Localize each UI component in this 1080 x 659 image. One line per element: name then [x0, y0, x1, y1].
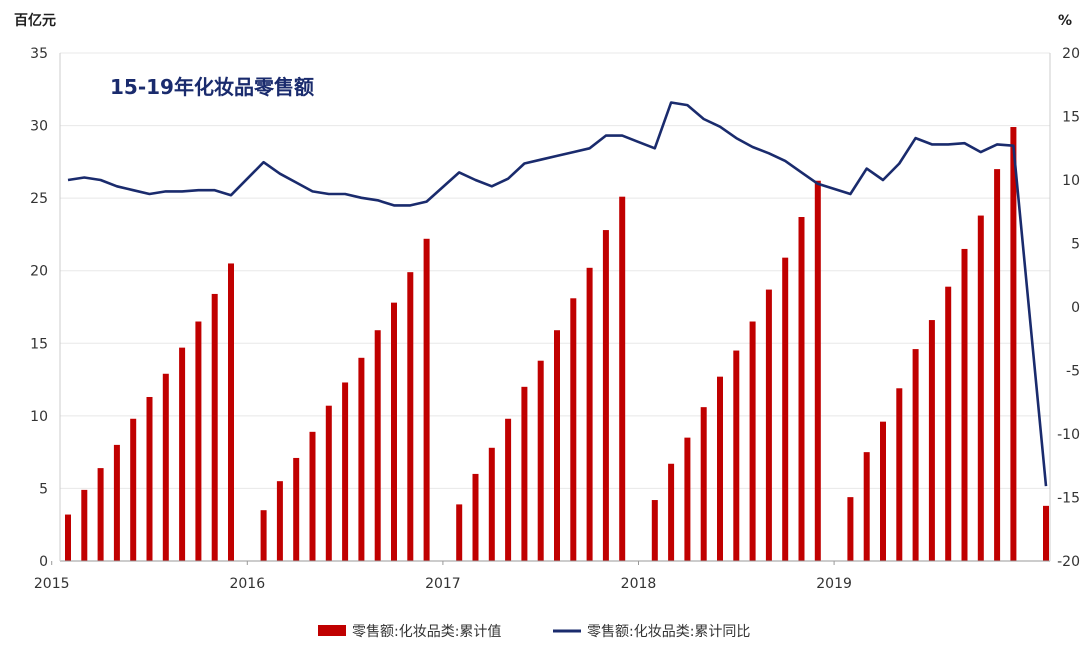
bar	[293, 457, 300, 561]
bar	[260, 510, 267, 561]
bar	[928, 320, 935, 561]
bar	[977, 215, 984, 561]
left-tick-label: 20	[30, 264, 48, 280]
left-tick-label: 10	[30, 409, 48, 425]
legend: 零售额:化妆品类:累计值 零售额:化妆品类:累计同比	[318, 624, 750, 640]
bar	[765, 289, 772, 561]
left-tick-label: 5	[39, 481, 48, 497]
axes	[59, 53, 1051, 562]
bar	[456, 504, 463, 561]
x-tick-label: 2016	[229, 576, 265, 592]
bar	[749, 321, 756, 561]
bar	[309, 431, 316, 561]
bar	[1043, 505, 1049, 561]
bar	[505, 418, 512, 561]
x-tick-label: 2017	[425, 576, 461, 592]
bar	[717, 376, 723, 561]
bar	[863, 452, 870, 561]
bar	[961, 248, 968, 561]
x-axis-ticks: 2015 2016 2017 2018 2019	[34, 561, 852, 592]
bar	[97, 468, 104, 561]
x-tick-label: 2018	[621, 576, 657, 592]
bar	[554, 330, 560, 561]
legend-line-label: 零售额:化妆品类:累计同比	[587, 624, 750, 640]
chart-title: 15-19年化妆品零售额	[110, 75, 314, 99]
bar	[374, 330, 381, 561]
right-axis-unit: %	[1058, 13, 1072, 29]
bar	[537, 360, 544, 561]
right-tick-label: 10	[1062, 173, 1080, 189]
right-tick-label: 20	[1062, 46, 1080, 62]
bar	[358, 357, 365, 561]
line-series	[67, 101, 1048, 487]
bar	[65, 514, 71, 561]
right-tick-label: -10	[1057, 427, 1080, 443]
bar	[684, 437, 691, 561]
bar	[162, 373, 169, 561]
legend-bar-swatch	[318, 625, 346, 636]
bar	[586, 267, 593, 561]
bar	[733, 350, 740, 561]
bar	[391, 302, 397, 561]
x-tick-label: 2019	[816, 576, 852, 592]
right-tick-label: -15	[1057, 491, 1080, 507]
left-tick-label: 15	[30, 336, 48, 352]
bar	[668, 463, 675, 561]
bar	[521, 386, 528, 561]
bar	[423, 238, 430, 562]
legend-bar-label: 零售额:化妆品类:累计值	[352, 624, 501, 640]
bar	[472, 473, 479, 561]
right-tick-label: -5	[1066, 364, 1080, 380]
right-tick-label: -20	[1057, 554, 1080, 570]
bar	[651, 500, 658, 561]
left-axis-unit: 百亿元	[14, 12, 56, 29]
bar	[700, 407, 707, 561]
right-axis-ticks: -20 -15 -10 -5 0 5 10 15 20	[1057, 46, 1080, 570]
bar	[814, 180, 821, 561]
bar	[325, 405, 332, 561]
bar	[146, 396, 153, 561]
bar	[945, 286, 952, 561]
bar	[602, 230, 609, 561]
bar	[994, 169, 1001, 561]
left-tick-label: 30	[30, 119, 48, 135]
bar	[847, 497, 854, 561]
right-tick-label: 15	[1062, 110, 1080, 126]
bar	[113, 444, 120, 561]
bar	[179, 347, 186, 561]
bar	[195, 321, 202, 561]
bar	[211, 293, 218, 561]
bar	[342, 382, 349, 561]
bar	[782, 257, 789, 561]
left-tick-label: 25	[30, 191, 48, 207]
bar-series	[65, 127, 1049, 562]
bar	[619, 196, 626, 562]
right-tick-label: 5	[1071, 237, 1080, 253]
right-tick-label: 0	[1071, 300, 1080, 316]
bar	[912, 349, 919, 561]
x-tick-label: 2015	[34, 576, 70, 592]
bar	[880, 421, 886, 561]
bar	[798, 217, 805, 562]
bar	[407, 272, 414, 561]
bar	[896, 388, 903, 561]
bar	[488, 447, 495, 561]
bar	[130, 418, 137, 561]
line-path	[67, 101, 1048, 487]
bar	[570, 298, 577, 561]
left-tick-label: 0	[39, 554, 48, 570]
bar	[276, 481, 283, 561]
left-axis-ticks: 0 5 10 15 20 25 30 35	[30, 46, 48, 570]
bar	[81, 489, 88, 561]
bar	[1010, 127, 1017, 561]
left-tick-label: 35	[30, 46, 48, 62]
bar	[228, 263, 234, 561]
